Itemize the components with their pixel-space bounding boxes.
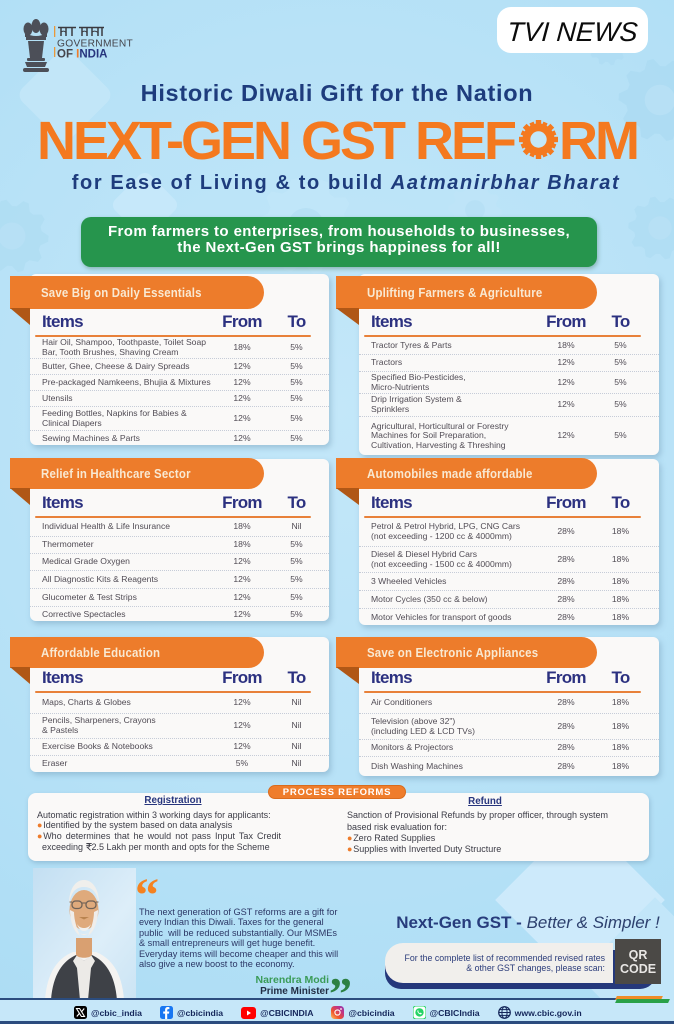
svg-text:GOVERNMENT: GOVERNMENT bbox=[57, 39, 133, 50]
svg-text:OF INDIA: OF INDIA bbox=[57, 49, 108, 61]
